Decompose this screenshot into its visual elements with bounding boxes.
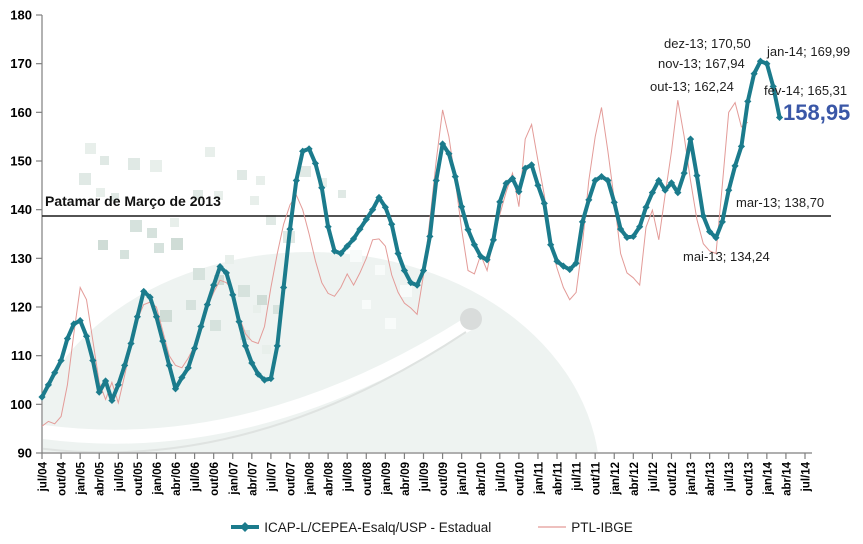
y-tick-label: 150 [10,154,32,169]
x-tick-label: jul/14 [801,461,813,492]
x-tick-label: jan/13 [686,462,698,496]
annotation-nov-13: nov-13; 167,94 [658,56,745,71]
x-tick-label: abr/14 [781,461,793,495]
y-tick-label: 110 [11,348,32,363]
ptl-ibge-line [41,100,749,427]
x-tick-label: abr/13 [705,462,717,496]
legend-label-icap: ICAP-L/CEPEA-Esalq/USP - Estadual [264,519,492,535]
x-tick-label: abr/06 [171,462,183,496]
axes: 90 100 110 120 130 140 150 160 170 180 jul/04 out/0… [10,8,812,496]
x-tick-label: abr/09 [400,462,412,496]
annotation-out-13: out-13; 162,24 [650,79,734,94]
x-tick-label: jan/05 [76,461,88,495]
x-tick-label: jan/11 [533,461,545,495]
x-tick-label: out/06 [209,462,221,496]
legend: ICAP-L/CEPEA-Esalq/USP - Estadual PTL-IB… [0,514,863,540]
annotation-fev-14: fev-14; 165,31 [764,83,848,98]
x-tick-label: out/11 [591,461,603,495]
x-tick-label: jan/12 [610,462,622,496]
x-tick-label: abr/08 [324,461,336,495]
icap-diamond-markers [38,57,784,405]
x-tick-label: jan/08 [305,461,317,495]
y-tick-label: 160 [10,105,32,120]
x-tick-label: abr/11 [553,461,565,495]
annotation-final-value: 158,95 [783,100,851,125]
x-tick-label: jul/04 [38,461,50,492]
legend-item-icap: ICAP-L/CEPEA-Esalq/USP - Estadual [230,520,491,535]
x-tick-label: abr/07 [247,462,259,496]
annotation-dez-13: dez-13; 170,50 [664,36,751,51]
x-tick-label: jul/06 [190,462,202,492]
cepea-watermark-logo [43,143,598,452]
icap-series-swatch-icon [231,522,260,532]
x-tick-label: jul/13 [724,462,736,492]
y-tick-label: 90 [18,446,32,461]
annotation-jan-14: jan-14; 169,99 [767,44,851,59]
annotation-mai-13: mai-13; 134,24 [683,249,770,264]
x-tick-label: abr/10 [476,462,488,496]
y-tick-label: 130 [10,251,32,266]
y-tick-label: 100 [10,397,32,412]
ptl-series-swatch-icon [538,526,567,528]
y-tick-label: 170 [10,56,32,71]
legend-item-ptl: PTL-IBGE [537,520,633,535]
annotation-patamar: Patamar de Março de 2013 [45,193,221,209]
y-tick-label: 140 [10,202,32,217]
x-tick-label: out/05 [133,461,145,495]
y-tick-label: 180 [10,8,32,23]
legend-label-ptl: PTL-IBGE [571,519,633,535]
x-tick-label: out/09 [438,462,450,496]
y-tick-label: 120 [10,300,32,315]
x-tick-label: out/04 [57,461,69,495]
x-tick-label: jul/11 [572,461,584,491]
x-tick-label: jul/12 [648,462,660,492]
x-tick-label: jul/08 [343,461,355,492]
x-tick-label: jul/07 [266,462,278,492]
x-tick-label: out/07 [285,462,297,496]
x-tick-label: out/10 [514,462,526,496]
x-tick-label: jan/14 [762,461,774,495]
x-tick-label: jul/05 [114,461,126,492]
x-tick-label: abr/05 [95,461,107,495]
x-tick-label: jan/06 [152,462,164,496]
x-tick-label: out/08 [362,461,374,495]
x-tick-label: jul/10 [495,462,507,492]
x-tick-label: abr/12 [629,462,641,496]
x-tick-label: jan/07 [228,462,240,496]
x-tick-label: jan/09 [381,462,393,496]
annotation-mar-13: mar-13; 138,70 [736,195,825,210]
x-tick-label: out/13 [743,462,755,496]
x-tick-label: out/12 [667,462,679,496]
x-tick-label: jul/09 [419,462,431,492]
x-tick-label: jan/10 [457,462,469,496]
